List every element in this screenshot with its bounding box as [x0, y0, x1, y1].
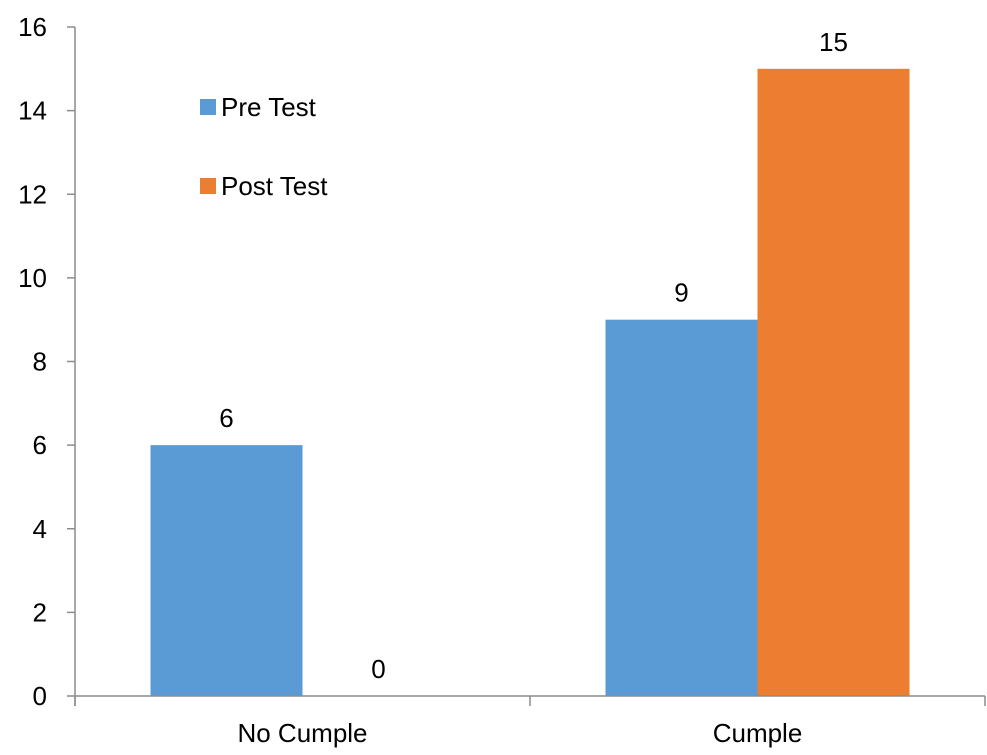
y-tick-label-8: 8 [33, 347, 47, 377]
y-tick-label-10: 10 [18, 263, 47, 293]
legend: Pre Test Post Test [200, 92, 328, 201]
y-tick-label-4: 4 [33, 514, 47, 544]
axes-layer [67, 26, 986, 706]
x-category-label-cumple: Cumple [713, 718, 803, 748]
data-label-post-test-no-cumple: 0 [371, 654, 385, 684]
legend-label-pre-test: Pre Test [221, 92, 317, 122]
x-axis-labels: No Cumple Cumple [237, 718, 802, 748]
y-tick-label-6: 6 [33, 430, 47, 460]
y-axis-ticks: 0 2 4 6 8 10 12 14 16 [18, 12, 47, 711]
data-label-pre-test-cumple: 9 [674, 278, 688, 308]
y-tick-label-12: 12 [18, 179, 47, 209]
data-label-pre-test-no-cumple: 6 [219, 403, 233, 433]
bar-pre-test-no-cumple [150, 445, 303, 696]
bar-post-test-cumple [757, 68, 910, 696]
y-tick-label-0: 0 [33, 681, 47, 711]
y-tick-label-16: 16 [18, 12, 47, 42]
x-category-label-no-cumple: No Cumple [237, 718, 367, 748]
y-tick-label-2: 2 [33, 597, 47, 627]
bar-pre-test-cumple [605, 319, 758, 696]
legend-swatch-pre-test [200, 99, 216, 115]
bars-layer [150, 68, 910, 696]
legend-swatch-post-test [200, 178, 216, 194]
y-tick-label-14: 14 [18, 96, 47, 126]
data-label-post-test-cumple: 15 [819, 27, 848, 57]
legend-label-post-test: Post Test [221, 171, 328, 201]
data-labels: 6 0 9 15 [219, 27, 848, 684]
